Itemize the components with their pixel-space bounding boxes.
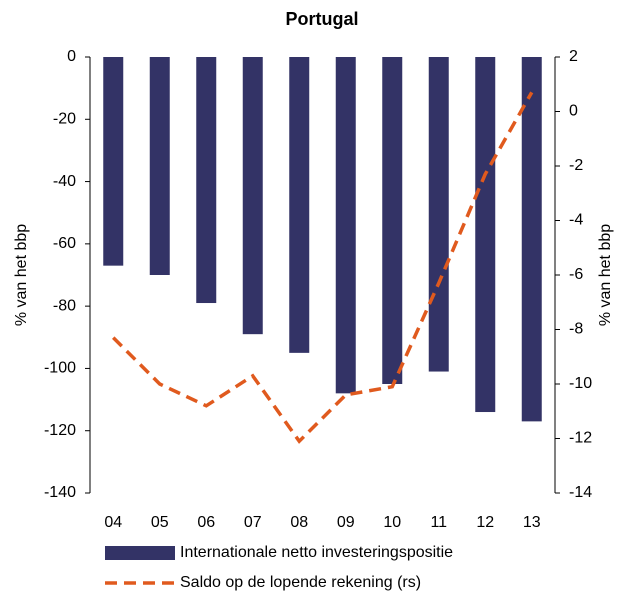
y-tick-label: -140 — [44, 484, 76, 501]
y-tick-label: -20 — [53, 111, 76, 128]
legend-label: Internationale netto investeringspositie — [180, 544, 453, 561]
legend-swatch — [105, 546, 175, 560]
line — [112, 91, 534, 444]
y2-tick-label: 0 — [569, 103, 578, 120]
y-tick-label: -80 — [53, 297, 76, 314]
chart-title: Portugal — [285, 9, 358, 29]
x-tick-label: 08 — [290, 514, 308, 531]
y2-tick-label: -10 — [569, 375, 592, 392]
y-tick-label: -100 — [44, 360, 76, 377]
y2-tick-label: -4 — [569, 212, 583, 229]
y2-tick-label: -2 — [569, 157, 583, 174]
bar — [196, 57, 217, 304]
bar — [475, 57, 496, 413]
x-tick-label: 05 — [151, 514, 169, 531]
y2-tick-label: -12 — [569, 430, 592, 447]
bar — [242, 57, 263, 335]
bar — [103, 57, 124, 266]
y-tick-label: 0 — [67, 48, 76, 65]
y2-axis-label: % van het bbp — [597, 224, 614, 326]
bar — [289, 57, 310, 353]
bar — [428, 57, 449, 372]
x-tick-label: 09 — [337, 514, 355, 531]
bar — [382, 57, 403, 384]
bar — [335, 57, 356, 394]
y2-tick-label: 2 — [569, 48, 578, 65]
y2-tick-label: -14 — [569, 484, 592, 501]
x-tick-label: 06 — [197, 514, 215, 531]
x-tick-label: 07 — [244, 514, 262, 531]
y2-tick-label: -8 — [569, 321, 583, 338]
y-tick-label: -40 — [53, 173, 76, 190]
y-tick-label: -60 — [53, 235, 76, 252]
bar — [521, 57, 542, 422]
x-tick-label: 12 — [476, 514, 494, 531]
y-axis-label: % van het bbp — [13, 224, 30, 326]
legend-label: Saldo op de lopende rekening (rs) — [180, 574, 421, 591]
x-tick-label: 10 — [383, 514, 401, 531]
y2-tick-label: -6 — [569, 266, 583, 283]
x-tick-label: 11 — [430, 514, 447, 531]
bar — [149, 57, 170, 275]
y-tick-label: -120 — [44, 422, 76, 439]
x-tick-label: 13 — [523, 514, 541, 531]
x-tick-label: 04 — [104, 514, 122, 531]
